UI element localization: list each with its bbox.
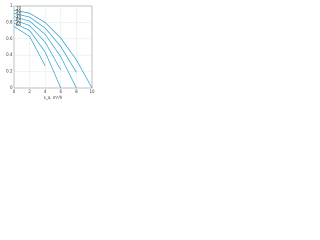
x-tick-label: 0 xyxy=(13,89,16,94)
x-tick-label: 10 xyxy=(89,89,95,94)
x-tick-label: 8 xyxy=(75,89,78,94)
y-tick-label: 0.6 xyxy=(6,36,13,41)
y-tick-label: 0.2 xyxy=(6,69,13,74)
y-tick-label: 0.8 xyxy=(6,19,13,24)
series-label: 50 xyxy=(16,19,22,24)
series-line xyxy=(13,26,46,67)
x-tick-label: 4 xyxy=(44,89,47,94)
chart: s_a, m³/h 00.20.40.60.810 2 4 6 8 10102030405… xyxy=(6,3,95,100)
series-label: 60 xyxy=(16,22,22,27)
y-tick-label: 0.4 xyxy=(6,52,13,57)
series-label: 30 xyxy=(16,12,22,17)
x-tick-label: 2 xyxy=(28,89,31,94)
series-label: 40 xyxy=(16,15,22,20)
series-line xyxy=(13,16,77,89)
y-tick-label: 0 xyxy=(10,85,13,90)
x-tick-label: 6 xyxy=(60,89,63,94)
series-line xyxy=(13,13,77,73)
series-label: 10 xyxy=(16,6,22,11)
series-label: 20 xyxy=(16,9,22,14)
y-tick-label: 1 xyxy=(10,3,13,8)
x-axis-label: s_a, m³/h xyxy=(44,95,63,100)
plot-frame xyxy=(13,5,93,89)
series-line xyxy=(13,19,62,71)
series-line xyxy=(13,9,93,89)
series-line xyxy=(13,22,62,89)
